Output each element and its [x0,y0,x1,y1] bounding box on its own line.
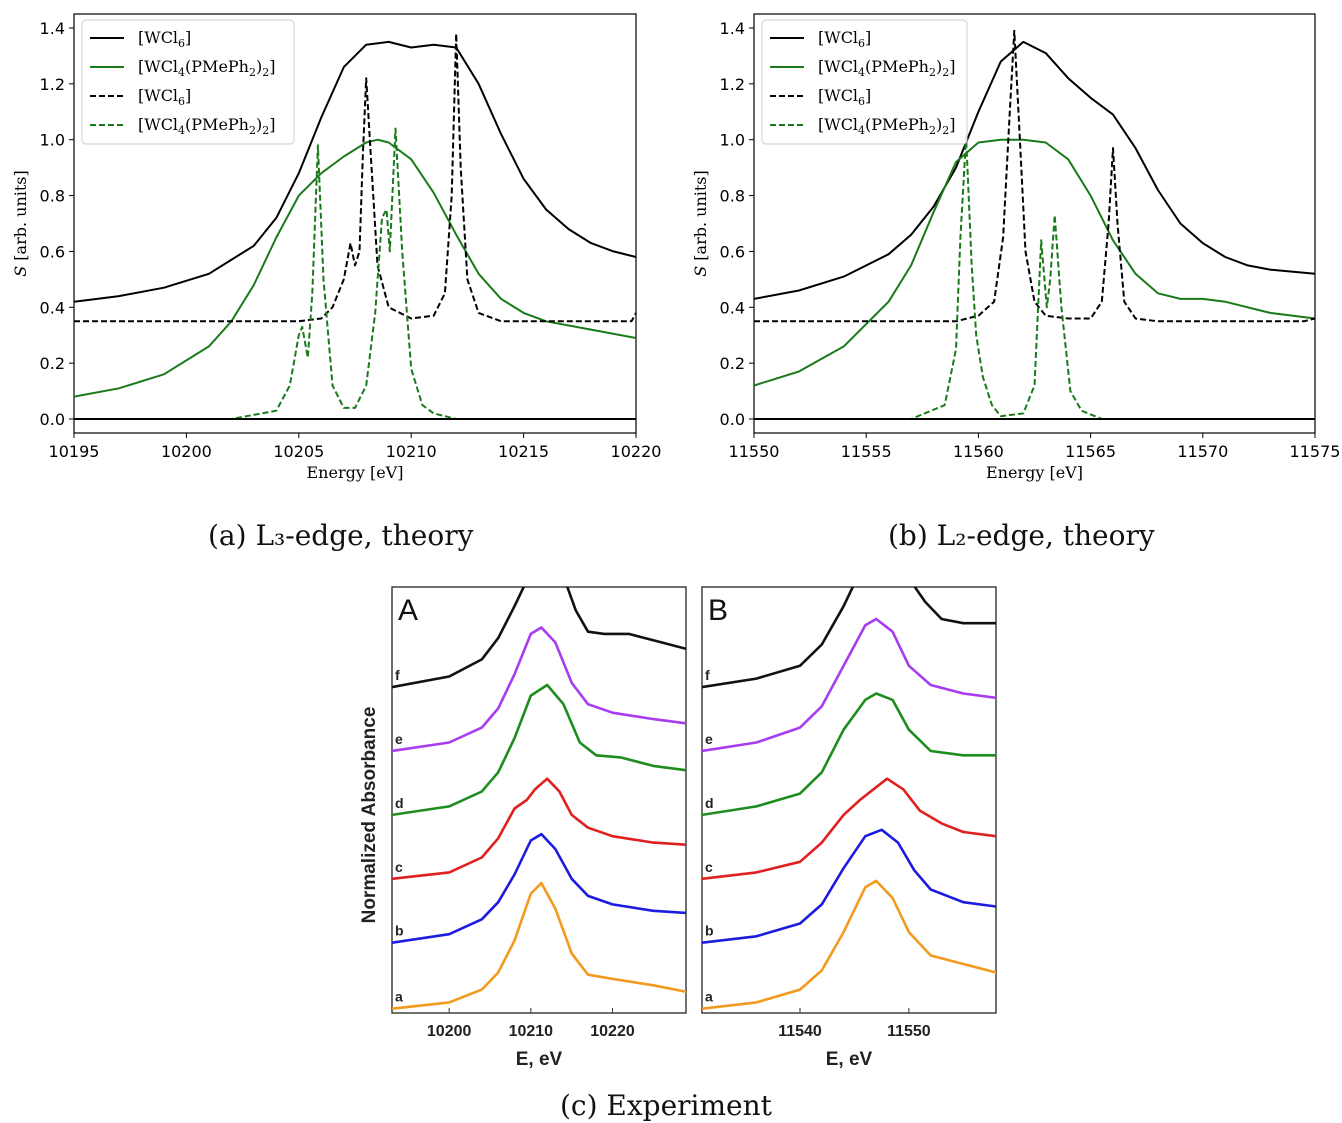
series-line [74,40,636,303]
y-axis-label: S [arb. units] [691,170,710,277]
series-line [74,138,636,398]
x-tick-label: 10210 [386,442,437,461]
legend-box [81,19,295,145]
trace-d [702,692,996,817]
series-line [754,135,1154,420]
trace-a [702,879,996,1010]
series-line [754,29,1315,323]
legend-entry: [WCl4​(PMePh2​)2​] [818,57,955,79]
chart-c-experiment-panel-b: B 11540 11550 E, eV a b c d e f [701,586,997,1070]
y-tick-label: 1.0 [40,131,65,150]
y-tick-label: 0.0 [40,410,65,429]
x-tick-label: 11550 [887,1023,931,1040]
y-tick-label: 0.8 [40,187,65,206]
legend-entry: [WCl4​(PMePh2​)2​] [138,115,275,137]
trace-label: e [395,731,403,747]
x-tick-label: 11550 [729,442,780,461]
caption-a-text: (a) L₃-edge, theory [208,519,474,552]
x-tick-label: 11555 [841,442,892,461]
x-tick-label: 10215 [498,442,549,461]
trace-label: b [395,923,404,939]
trace-b [702,828,996,944]
plot-frame [73,13,637,434]
trace-f [392,587,686,689]
x-axis-label: Energy [eV] [986,463,1083,482]
trace-b [392,832,686,944]
y-tick-label: 0.0 [720,410,745,429]
legend-entry: [WCl6​] [818,28,871,50]
x-tick-label: 11570 [1177,442,1228,461]
y-tick-label: 1.4 [40,19,65,38]
x-tick-label: 10220 [611,442,662,461]
y-tick-label: 0.4 [720,298,745,317]
x-tick-label: 10200 [161,442,212,461]
y-tick-label: 1.2 [720,75,745,94]
series-line [74,32,636,323]
y-tick-label: 0.2 [720,354,745,373]
series-line [754,40,1315,300]
legend-entry: [WCl4​(PMePh2​)2​] [818,115,955,137]
trace-f [702,587,996,689]
trace-label: a [395,989,403,1005]
trace-c [392,777,686,881]
y-axis-label: S [arb. units] [11,170,30,277]
trace-label: d [395,795,404,811]
trace-label: c [705,859,713,875]
chart-c-experiment-panel-a: A 10200 10210 10220 E, eV Normalized Absorban… [359,586,687,1070]
trace-label: d [705,795,714,811]
trace-label: a [705,989,713,1005]
x-tick-label: 10210 [509,1023,554,1040]
trace-a [392,881,686,1010]
legend-entry: [WCl6​] [138,28,191,50]
plot-frame [701,586,997,1014]
trace-label: f [395,667,400,683]
panel-label: B [708,594,728,627]
caption-a: (a) L₃-edge, theory [208,519,474,552]
series-line [74,127,486,420]
legend-entry: [WCl4​(PMePh2​)2​] [138,57,275,79]
caption-b-text: (b) L₂-edge, theory [888,519,1155,552]
x-tick-label: 10205 [273,442,324,461]
x-axis-label: E, eV [516,1049,563,1070]
y-tick-label: 0.2 [40,354,65,373]
x-tick-label: 10200 [427,1023,472,1040]
x-axis-label: E, eV [826,1049,873,1070]
x-axis-label: Energy [eV] [307,463,404,482]
x-tick-label: 11540 [778,1023,822,1040]
chart-a-l3-edge-theory: 10195 10200 10205 10210 10215 10220 0.0 0.2 0.4 0… [11,13,662,482]
y-axis-label: Normalized Absorbance [359,707,380,924]
y-tick-label: 0.8 [720,187,745,206]
trace-label: e [705,731,713,747]
x-tick-label: 11560 [953,442,1004,461]
y-tick-label: 1.4 [720,19,745,38]
y-tick-label: 1.0 [720,131,745,150]
x-tick-label: 11575 [1290,442,1341,461]
trace-c [702,777,996,881]
legend-entry: [WCl6​] [138,86,191,108]
y-tick-label: 0.6 [40,242,65,261]
y-tick-label: 0.4 [40,298,65,317]
plot-frame [391,586,687,1014]
x-tick-label: 11565 [1065,442,1116,461]
trace-label: b [705,923,714,939]
x-tick-label: 10195 [49,442,100,461]
legend-box [761,19,968,145]
plot-frame [753,13,1316,434]
trace-label: c [395,859,403,875]
y-tick-label: 0.6 [720,242,745,261]
y-tick-label: 1.2 [40,75,65,94]
legend-entry: [WCl6​] [818,86,871,108]
trace-e [702,617,996,753]
trace-d [392,683,686,817]
x-tick-label: 10220 [590,1023,635,1040]
trace-label: f [705,667,710,683]
series-line [754,138,1315,387]
caption-b: (b) L₂-edge, theory [888,519,1155,552]
panel-label: A [398,594,418,627]
chart-b-l2-edge-theory: 11550 11555 11560 11565 11570 11575 0.0 0.2 0.4 0… [691,13,1341,482]
trace-e [392,626,686,753]
caption-c: (c) Experiment [560,1089,773,1122]
